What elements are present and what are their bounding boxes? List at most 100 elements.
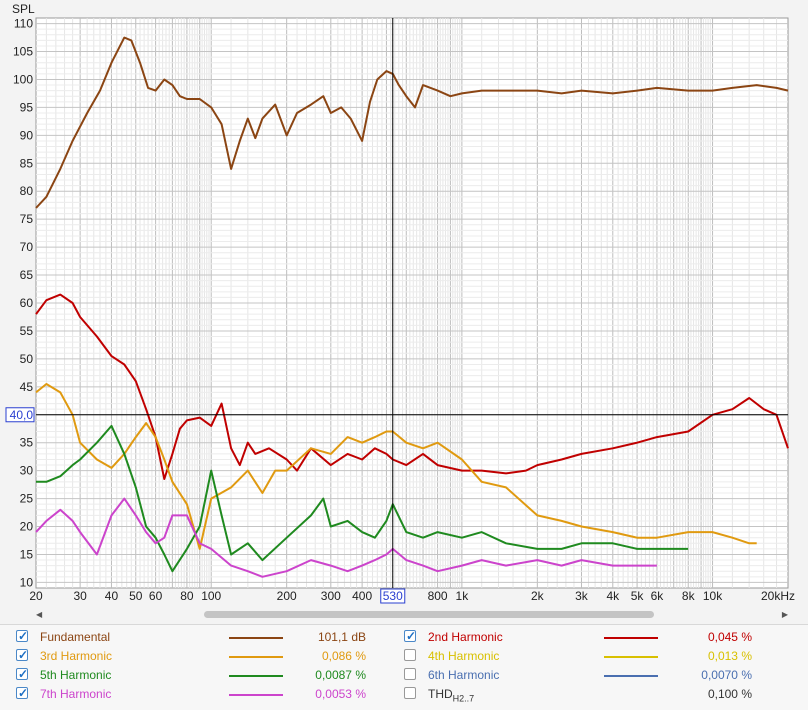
horizontal-scrollbar[interactable]: ◀ ▶ (36, 608, 788, 622)
y-tick-label: 75 (20, 212, 34, 226)
legend-label-h5: 5th Harmonic (40, 668, 112, 682)
y-tick-label: 15 (20, 547, 34, 561)
x-tick-label: 100 (201, 589, 221, 603)
y-tick-label: 20 (20, 520, 34, 534)
x-tick-label: 8k (682, 589, 696, 603)
legend-label-h2: 2nd Harmonic (428, 630, 503, 644)
legend-value-h3: 0,086 % (321, 649, 366, 663)
legend-swatch-h7 (229, 694, 283, 696)
x-tick-label: 3k (575, 589, 589, 603)
scroll-left-icon[interactable]: ◀ (36, 610, 43, 619)
x-tick-label: 1k (456, 589, 470, 603)
x-axis-ticks: 20 30 40 50 60 80 100 200 300 400 530 800 1k 2k 3k 4k 5k… (29, 588, 795, 604)
y-axis-label: SPL (12, 2, 35, 16)
y-tick-label: 105 (13, 45, 33, 59)
y-tick-label: 90 (20, 128, 34, 142)
scroll-right-icon[interactable]: ▶ (781, 610, 788, 619)
legend-row-fundamental: Fundamental 101,1 dB (16, 627, 396, 646)
legend-value-h5: 0,0087 % (315, 668, 366, 682)
y-tick-label: 60 (20, 296, 34, 310)
legend-row-h5: 5th Harmonic 0,0087 % (16, 665, 396, 684)
y-tick-label: 10 (20, 575, 34, 589)
legend-swatch-h3 (229, 656, 283, 658)
legend-swatch-h5 (229, 675, 283, 677)
x-tick-label: 20kHz (761, 589, 795, 603)
legend-row-h3: 3rd Harmonic 0,086 % (16, 646, 396, 665)
x-tick-label: 300 (321, 589, 341, 603)
y-tick-label: 100 (13, 72, 33, 86)
legend-checkbox-h5[interactable] (16, 665, 28, 683)
legend-value-h6: 0,0070 % (701, 668, 752, 682)
x-tick-label: 10k (703, 589, 723, 603)
x-tick-label: 200 (277, 589, 297, 603)
x-tick-label: 5k (631, 589, 645, 603)
legend-swatch-h2 (604, 637, 658, 639)
legend-value-h2: 0,045 % (707, 630, 752, 644)
legend-value-h4: 0,013 % (707, 649, 752, 663)
grid-minor (36, 18, 788, 588)
cursor-y-label: 40,0 (10, 408, 34, 422)
legend-row-h4: 4th Harmonic 0,013 % (404, 647, 784, 665)
legend-label-fundamental: Fundamental (40, 630, 111, 644)
legend-row-h2: 2nd Harmonic 0,045 % (404, 627, 784, 646)
spl-chart[interactable]: 10 15 20 25 30 35 45 50 55 60 65 70 75 80 85 90 95 100 105… (0, 0, 808, 608)
legend-swatch-h6 (604, 675, 658, 677)
y-axis-ticks: 10 15 20 25 30 35 45 50 55 60 65 70 75 80 85 90 95 100 105… (5, 17, 35, 589)
legend-checkbox-fundamental[interactable] (16, 627, 28, 645)
legend-label-h7: 7th Harmonic (40, 687, 112, 701)
y-tick-label: 85 (20, 156, 34, 170)
x-tick-label: 20 (29, 589, 43, 603)
y-tick-label: 70 (20, 240, 34, 254)
legend-value-h7: 0,0053 % (315, 687, 366, 701)
x-tick-label: 80 (180, 589, 194, 603)
series-line-fundamental (35, 36, 789, 209)
legend-label-h6: 6th Harmonic (428, 668, 500, 682)
scroll-thumb[interactable] (204, 611, 654, 618)
legend-checkbox-thd[interactable] (404, 687, 416, 699)
legend-checkbox-h6[interactable] (404, 668, 416, 680)
y-tick-label: 25 (20, 492, 34, 506)
y-tick-label: 50 (20, 352, 34, 366)
legend-value-fundamental: 101,1 dB (317, 630, 366, 644)
legend-label-thd: THDH2..7 (428, 687, 475, 704)
x-tick-label: 400 (352, 589, 372, 603)
legend-row-h7: 7th Harmonic 0,0053 % (16, 684, 396, 703)
x-tick-label: 800 (428, 589, 448, 603)
legend-row-h6: 6th Harmonic 0,0070 % (404, 666, 784, 684)
x-tick-label: 60 (149, 589, 163, 603)
legend-panel: Fundamental 101,1 dB 2nd Harmonic 0,045 % 3r… (0, 624, 808, 710)
legend-swatch-h4 (604, 656, 658, 658)
y-tick-label: 55 (20, 324, 34, 338)
y-tick-label: 65 (20, 268, 34, 282)
series-layer (35, 36, 789, 578)
legend-label-h4: 4th Harmonic (428, 649, 500, 663)
legend-value-thd: 0,100 % (707, 687, 752, 701)
series-line-h3 (35, 383, 757, 550)
legend-row-thd: THDH2..7 0,100 % (404, 685, 784, 703)
legend-checkbox-h2[interactable] (404, 627, 416, 645)
y-tick-label: 30 (20, 464, 34, 478)
x-tick-label: 30 (73, 589, 87, 603)
cursor (36, 18, 788, 588)
series-line-h5 (36, 424, 689, 573)
legend-checkbox-h7[interactable] (16, 684, 28, 702)
series-line-h2 (35, 293, 789, 480)
legend-checkbox-h3[interactable] (16, 646, 28, 664)
y-tick-label: 35 (20, 436, 34, 450)
legend-label-subscript: H2..7 (452, 693, 475, 704)
legend-label-h3: 3rd Harmonic (40, 649, 113, 663)
y-tick-label: 80 (20, 184, 34, 198)
y-tick-label: 45 (20, 380, 34, 394)
x-tick-label: 4k (606, 589, 620, 603)
cursor-y-label-box (5, 407, 35, 423)
cursor-x-label-box (380, 588, 406, 604)
x-tick-label: 50 (129, 589, 143, 603)
y-tick-label: 110 (14, 17, 33, 31)
cursor-x-label: 530 (383, 589, 403, 603)
x-tick-label: 40 (105, 589, 119, 603)
x-tick-label: 6k (651, 589, 665, 603)
series-line-h7 (35, 497, 657, 578)
y-tick-label: 95 (20, 100, 34, 114)
legend-checkbox-h4[interactable] (404, 649, 416, 661)
legend-swatch-fundamental (229, 637, 283, 639)
